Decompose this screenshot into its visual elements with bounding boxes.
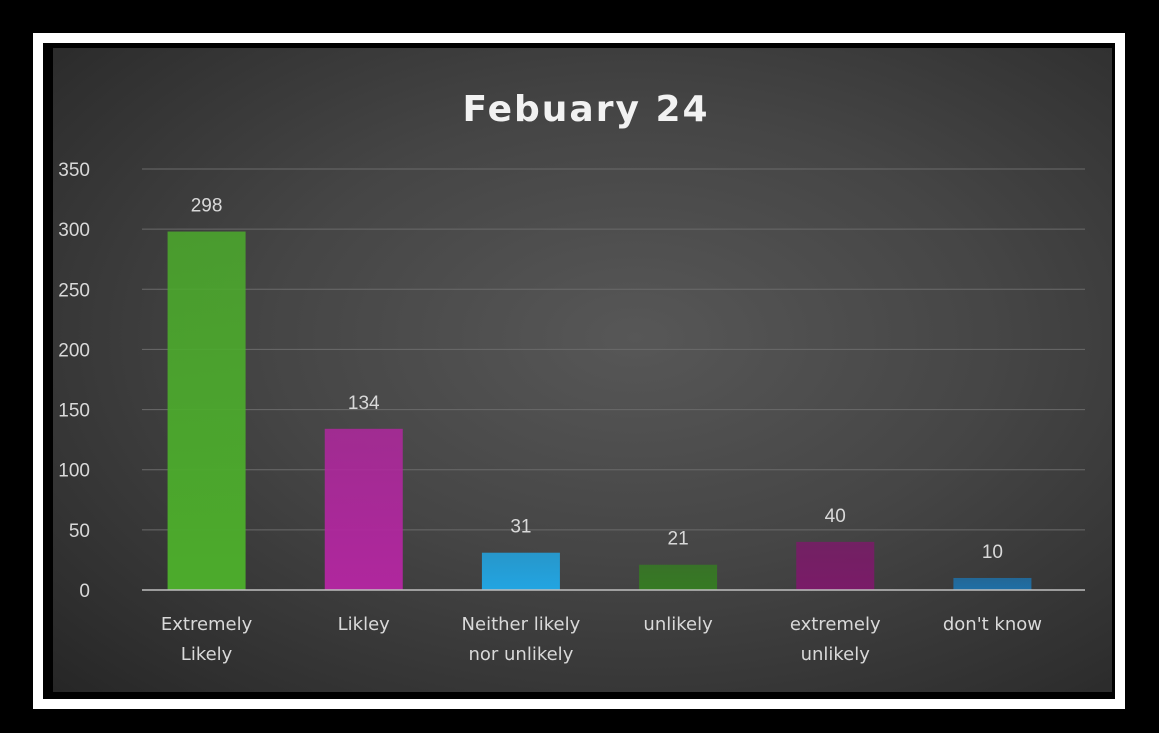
data-label: 31	[510, 517, 531, 538]
bar	[324, 428, 403, 590]
data-label: 40	[825, 506, 846, 527]
data-label: 10	[982, 542, 1003, 563]
y-tick-label: 100	[58, 461, 90, 482]
category-label: extremely unlikely	[790, 614, 881, 665]
x-axis-categories: Extremely Likely Likley Neither likely nor u…	[161, 614, 1042, 665]
y-tick-label: 250	[58, 280, 90, 301]
y-tick-label: 0	[79, 581, 90, 602]
bar	[639, 564, 718, 590]
chart-title: Febuary 24	[462, 89, 709, 130]
bars	[167, 231, 1032, 590]
y-tick-label: 50	[69, 521, 90, 542]
y-tick-label: 350	[58, 160, 90, 181]
bar	[796, 541, 875, 590]
category-label: Likley	[338, 614, 391, 635]
gridlines	[142, 168, 1085, 531]
category-label: Neither likely nor unlikely	[462, 614, 581, 665]
data-label: 134	[348, 393, 380, 414]
category-label: unlikely	[643, 614, 713, 635]
y-tick-label: 150	[58, 401, 90, 422]
bar	[167, 231, 246, 590]
y-axis-ticks: 0 50 100 150 200 250 300 350	[58, 160, 90, 602]
data-labels: 298 134 31 21 40 10	[191, 196, 1003, 563]
category-label: don't know	[943, 614, 1042, 635]
y-tick-label: 200	[58, 340, 90, 361]
data-label: 298	[191, 196, 223, 217]
bar	[953, 577, 1032, 590]
data-label: 21	[668, 529, 689, 550]
bar	[481, 552, 560, 590]
y-tick-label: 300	[58, 220, 90, 241]
category-label: Extremely Likely	[161, 614, 253, 665]
